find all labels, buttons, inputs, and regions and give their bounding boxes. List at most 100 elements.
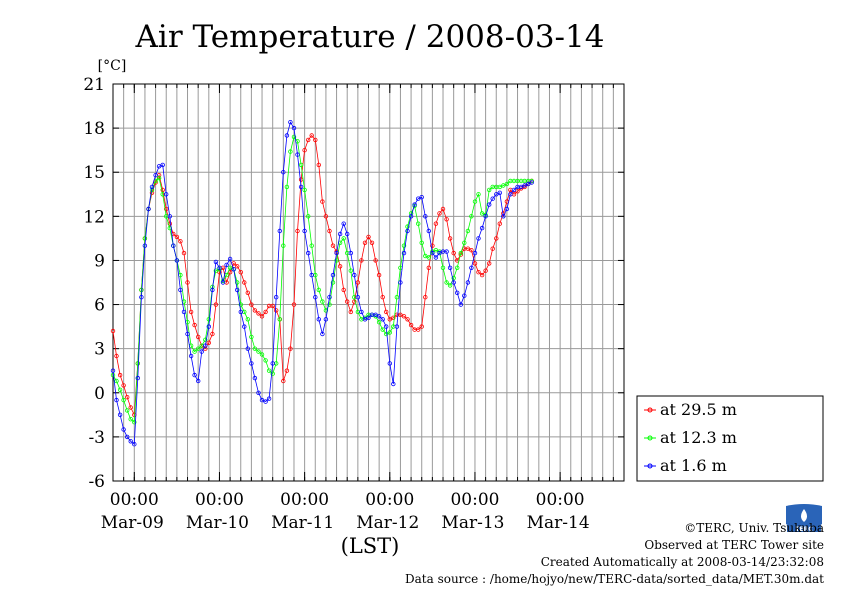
data-point [373, 258, 378, 263]
data-point [298, 162, 304, 168]
data-point [394, 324, 400, 329]
data-point [195, 378, 201, 384]
data-point [476, 236, 481, 241]
data-point [281, 243, 286, 248]
series-line [112, 134, 532, 417]
data-point [341, 221, 346, 226]
data-point [252, 346, 258, 351]
data-point [320, 299, 325, 304]
chart-title: Air Temperature / 2008-03-14 [135, 19, 605, 55]
data-point [462, 293, 467, 298]
data-point [391, 381, 396, 387]
data-point [426, 265, 431, 270]
y-tick-label: -3 [88, 428, 105, 448]
data-point [256, 390, 261, 395]
data-point [238, 309, 243, 315]
data-point [327, 302, 332, 307]
data-point [518, 184, 524, 190]
data-point [163, 192, 169, 197]
credit-created: Created Automatically at 2008-03-14/23:3… [540, 555, 824, 569]
data-point [259, 314, 265, 319]
data-point [174, 258, 180, 263]
y-tick-label: 18 [83, 119, 105, 139]
data-point [387, 361, 392, 366]
data-point [266, 396, 272, 401]
data-point [355, 295, 361, 300]
data-point [156, 175, 162, 181]
y-tick-label: -6 [88, 472, 105, 492]
data-point [405, 317, 410, 322]
data-point [423, 253, 428, 259]
data-point [309, 243, 314, 248]
data-point [483, 268, 488, 273]
data-point [444, 249, 449, 254]
data-point [224, 262, 229, 268]
data-point [203, 343, 208, 348]
y-tick-label: 15 [83, 163, 105, 183]
data-point [330, 280, 336, 285]
data-point [430, 243, 435, 248]
x-tick-time-label: 00:00 [365, 490, 414, 510]
data-point [284, 133, 290, 138]
x-tick-date-label: Mar-12 [356, 513, 419, 533]
data-point [494, 192, 499, 197]
legend-swatch-marker [647, 463, 653, 469]
data-point [188, 309, 194, 315]
data-point [497, 221, 502, 226]
data-point [316, 162, 321, 168]
data-point [266, 368, 272, 373]
data-point [306, 137, 311, 143]
data-point [337, 264, 343, 269]
data-point [227, 256, 233, 262]
data-point [359, 258, 364, 263]
data-point [391, 315, 396, 320]
data-point [306, 250, 311, 256]
x-axis-label: (LST) [341, 534, 400, 558]
data-point [423, 214, 428, 219]
data-point [373, 312, 378, 317]
data-point [462, 240, 467, 245]
data-point [469, 214, 474, 219]
data-point [433, 255, 439, 260]
data-point [476, 192, 481, 197]
data-point [394, 295, 400, 300]
data-point [387, 317, 392, 322]
credit-copyright: ©TERC, Univ. Tsukuba [684, 521, 824, 535]
y-tick-label: 21 [83, 75, 105, 95]
svg-text:TERC: TERC [795, 526, 813, 533]
data-point [469, 265, 474, 270]
data-point [337, 231, 343, 237]
data-point [515, 189, 520, 194]
x-tick-date-label: Mar-10 [186, 513, 249, 533]
data-point [447, 283, 453, 288]
data-point [426, 228, 431, 234]
data-point [479, 211, 485, 216]
data-point [213, 259, 219, 265]
data-point [242, 324, 247, 329]
data-point [408, 322, 414, 328]
data-point [476, 270, 481, 275]
data-point [327, 295, 332, 300]
data-point [451, 280, 456, 285]
data-point [490, 196, 495, 201]
grid [113, 84, 624, 481]
data-point [288, 119, 293, 125]
data-point [369, 240, 375, 245]
data-point [345, 299, 350, 304]
data-point [376, 272, 382, 278]
data-point [284, 368, 290, 373]
data-point [352, 272, 357, 278]
data-point [206, 324, 211, 329]
data-point [316, 317, 321, 322]
data-point [408, 214, 414, 219]
data-point [309, 272, 314, 278]
data-point [327, 228, 332, 234]
legend-label: at 1.6 m [660, 456, 727, 475]
data-point [384, 331, 389, 337]
data-point [181, 250, 187, 256]
data-point [132, 420, 137, 425]
data-point [416, 196, 421, 201]
data-point [447, 265, 453, 270]
data-point [124, 395, 130, 400]
